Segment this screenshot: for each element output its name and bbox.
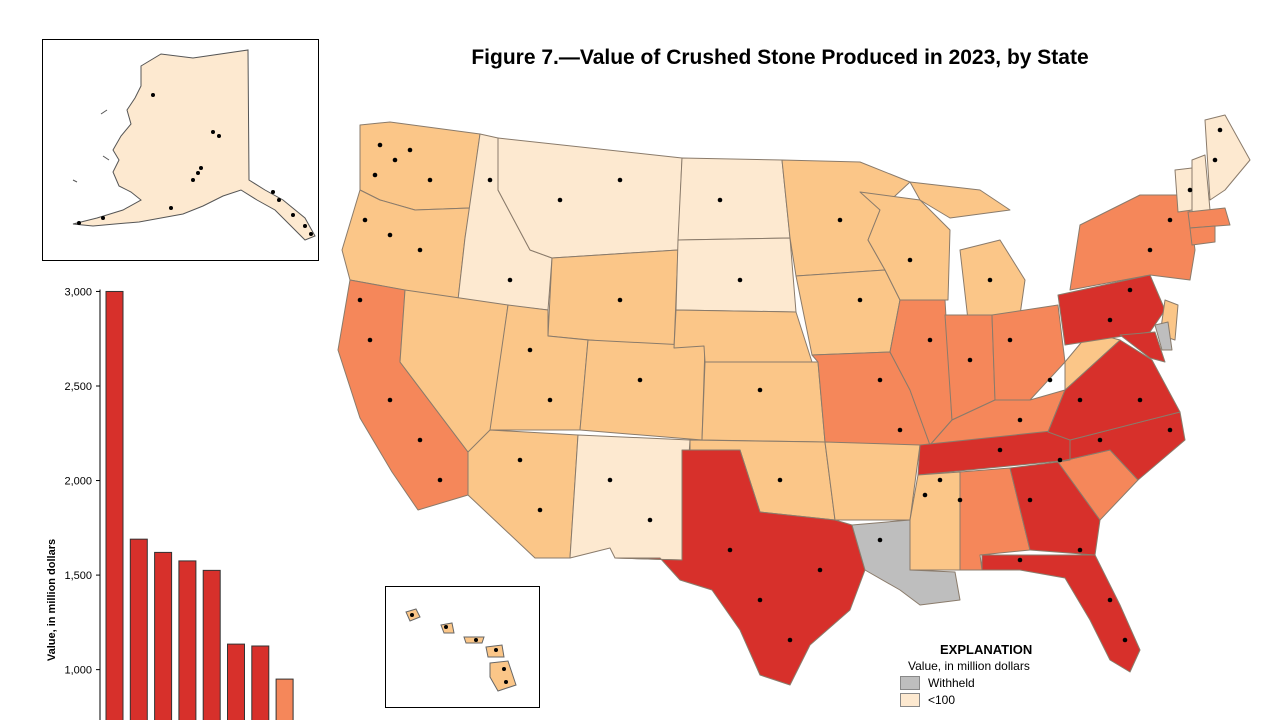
value-bar-chart: 1,000 1,500 2,000 2,500 3,000 Value, in mill…: [46, 286, 294, 720]
chart-bar: [129, 538, 148, 720]
state-massachusetts: [1187, 207, 1231, 229]
state-arkansas: [824, 441, 921, 521]
alaska-inset-map: [42, 39, 319, 261]
state-delaware: [1154, 321, 1173, 351]
legend-label-withheld: Withheld: [928, 676, 975, 690]
chart-y-tick-label: 2,500: [64, 381, 92, 393]
state-maine: [1204, 114, 1251, 201]
chart-bar: [178, 560, 197, 720]
chart-bar: [202, 569, 221, 720]
legend-title: EXPLANATION: [940, 642, 1033, 657]
state-south-dakota: [675, 237, 797, 313]
state-north-carolina: [1057, 411, 1186, 481]
state-alaska: [72, 49, 316, 241]
state-michigan: [959, 239, 1026, 321]
state-iowa: [795, 269, 901, 356]
map-legend: EXPLANATION Value, in million dollars Wi…: [900, 642, 1140, 707]
state-maryland: [1119, 331, 1166, 363]
state-colorado: [579, 339, 706, 441]
legend-swatch-lt100: [900, 693, 920, 707]
state-new-york: [1069, 194, 1196, 291]
state-wyoming: [547, 249, 679, 349]
state-connecticut: [1189, 225, 1216, 246]
legend-swatch-withheld: [900, 676, 920, 690]
state-washington: [359, 121, 481, 211]
chart-bar: [154, 551, 173, 720]
chart-y-tick-label: 1,500: [64, 570, 92, 582]
quarry-dots: [357, 127, 1223, 643]
state-north-dakota: [677, 157, 791, 241]
hawaii-map-svg: [405, 608, 517, 692]
state-ohio: [991, 304, 1066, 401]
chart-y-tick-label: 3,000: [64, 286, 92, 298]
state-michigan-up: [909, 181, 1011, 219]
state-kansas: [701, 361, 826, 443]
legend-item-withheld: Withheld: [900, 676, 1140, 690]
state-montana: [497, 137, 683, 259]
state-texas: [614, 449, 866, 686]
state-florida: [981, 554, 1141, 673]
chart-bar: [105, 290, 124, 720]
island-hawaii: [489, 660, 517, 692]
figure-title: Figure 7.—Value of Crushed Stone Produce…: [471, 46, 1089, 69]
chart-bar: [275, 678, 294, 720]
conterminous-us-map: [337, 114, 1251, 686]
legend-item-lt100: <100: [900, 693, 1140, 707]
chart-y-axis-label: Value, in million dollars: [46, 539, 58, 661]
hawaii-inset-map: [385, 586, 540, 708]
chart-y-tick-label: 2,000: [64, 476, 92, 488]
state-new-mexico: [569, 434, 691, 561]
legend-label-lt100: <100: [928, 693, 956, 707]
chart-bar: [251, 645, 270, 720]
chart-bar: [227, 643, 245, 720]
state-georgia: [1009, 461, 1101, 556]
alaska-map-svg: [72, 49, 316, 241]
state-mississippi: [909, 471, 961, 571]
legend-subtitle: Value, in million dollars: [908, 659, 1030, 673]
chart-y-tick-label: 1,000: [64, 665, 92, 677]
state-arizona: [467, 429, 579, 559]
